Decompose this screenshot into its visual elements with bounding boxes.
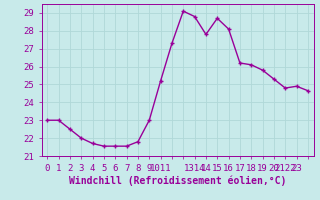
X-axis label: Windchill (Refroidissement éolien,°C): Windchill (Refroidissement éolien,°C) [69, 175, 286, 186]
